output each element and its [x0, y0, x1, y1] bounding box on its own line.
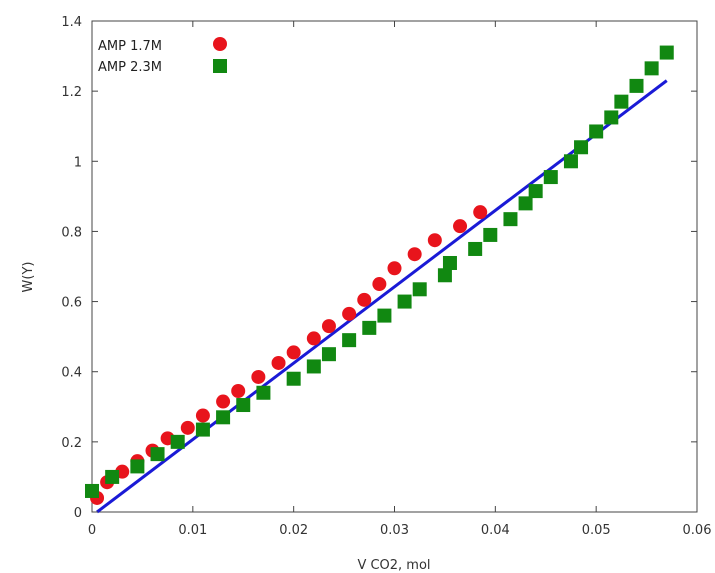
- y-axis-title: W(Y): [21, 262, 36, 293]
- data-point-amp-2-3m: [256, 385, 271, 400]
- data-point-amp-1-7m: [286, 345, 301, 360]
- data-point-amp-2-3m: [85, 483, 99, 498]
- data-point-amp-1-7m: [321, 319, 336, 334]
- legend-marker-amp-1-7m: [213, 37, 227, 51]
- data-point-amp-2-3m: [437, 268, 452, 283]
- data-point-amp-2-3m: [518, 196, 533, 211]
- data-point-amp-2-3m: [306, 359, 321, 374]
- data-point-amp-2-3m: [589, 124, 604, 139]
- data-point-amp-2-3m: [105, 469, 120, 484]
- data-point-amp-2-3m: [321, 347, 336, 362]
- data-point-amp-2-3m: [659, 45, 674, 60]
- data-point-amp-1-7m: [180, 420, 195, 435]
- data-point-amp-2-3m: [574, 140, 589, 155]
- data-point-amp-2-3m: [195, 422, 210, 437]
- data-point-amp-1-7m: [407, 247, 422, 262]
- data-point-amp-1-7m: [306, 331, 321, 346]
- y-tick-label: 0.2: [61, 436, 82, 451]
- legend: AMP 1.7M AMP 2.3M: [98, 37, 227, 75]
- y-tick-label: 0.6: [61, 296, 82, 311]
- data-point-amp-2-3m: [286, 371, 301, 386]
- data-point-amp-2-3m: [170, 434, 185, 449]
- legend-label-amp-1-7m: AMP 1.7M: [98, 39, 162, 54]
- data-point-amp-1-7m: [342, 306, 357, 321]
- y-tick-label: 1: [74, 155, 82, 170]
- y-tick-label: 1.4: [61, 15, 82, 30]
- y-tick-label: 1.2: [61, 85, 82, 100]
- data-point-amp-2-3m: [397, 294, 412, 309]
- data-point-amp-1-7m: [357, 292, 372, 307]
- data-point-amp-2-3m: [236, 398, 251, 413]
- data-points-layer: [85, 45, 674, 505]
- y-tick-label: 0.8: [61, 225, 82, 240]
- data-point-amp-2-3m: [412, 282, 427, 297]
- data-point-amp-2-3m: [604, 110, 619, 125]
- data-point-amp-2-3m: [130, 459, 145, 474]
- data-point-amp-1-7m: [251, 369, 266, 384]
- data-point-amp-2-3m: [503, 212, 518, 227]
- data-point-amp-2-3m: [342, 333, 357, 348]
- data-point-amp-2-3m: [468, 241, 483, 256]
- y-tick-label: 0.4: [61, 366, 82, 381]
- x-tick-label: 0.05: [582, 523, 611, 538]
- data-point-amp-2-3m: [528, 184, 543, 199]
- data-point-amp-2-3m: [543, 170, 558, 185]
- data-point-amp-1-7m: [453, 219, 468, 234]
- data-point-amp-2-3m: [629, 78, 644, 93]
- data-point-amp-1-7m: [387, 261, 402, 276]
- x-tick-label: 0.03: [380, 523, 409, 538]
- data-point-amp-2-3m: [614, 94, 629, 109]
- fit-line-layer: [96, 79, 668, 514]
- data-point-amp-1-7m: [195, 408, 210, 423]
- data-point-amp-1-7m: [473, 205, 488, 220]
- legend-marker-amp-2-3m: [213, 59, 227, 73]
- y-tick-label: 0: [74, 506, 82, 521]
- data-point-amp-1-7m: [231, 384, 246, 399]
- data-point-amp-2-3m: [377, 308, 392, 323]
- x-tick-label: 0.02: [279, 523, 308, 538]
- x-axis-title: V CO2, mol: [357, 558, 430, 573]
- x-tick-label: 0.06: [683, 523, 712, 538]
- data-point-amp-2-3m: [563, 154, 578, 169]
- data-point-amp-2-3m: [216, 410, 231, 425]
- data-point-amp-1-7m: [271, 355, 286, 370]
- x-tick-label: 0: [88, 523, 96, 538]
- data-point-amp-2-3m: [362, 320, 377, 335]
- data-point-amp-2-3m: [150, 447, 165, 462]
- data-point-amp-2-3m: [644, 61, 659, 76]
- data-point-amp-2-3m: [483, 227, 498, 242]
- x-tick-label: 0.01: [178, 523, 207, 538]
- legend-label-amp-2-3m: AMP 2.3M: [98, 60, 162, 75]
- axis-ticks-layer: 0 0.01 0.02 0.03 0.04 0.05 0.06 0 0.2 0.4 0.6 0.8 1 1…: [61, 15, 711, 538]
- data-point-amp-1-7m: [427, 233, 442, 248]
- fit-line: [96, 79, 668, 514]
- data-point-amp-1-7m: [216, 394, 231, 409]
- data-point-amp-2-3m: [442, 255, 457, 270]
- x-tick-label: 0.04: [481, 523, 510, 538]
- data-point-amp-1-7m: [372, 277, 387, 292]
